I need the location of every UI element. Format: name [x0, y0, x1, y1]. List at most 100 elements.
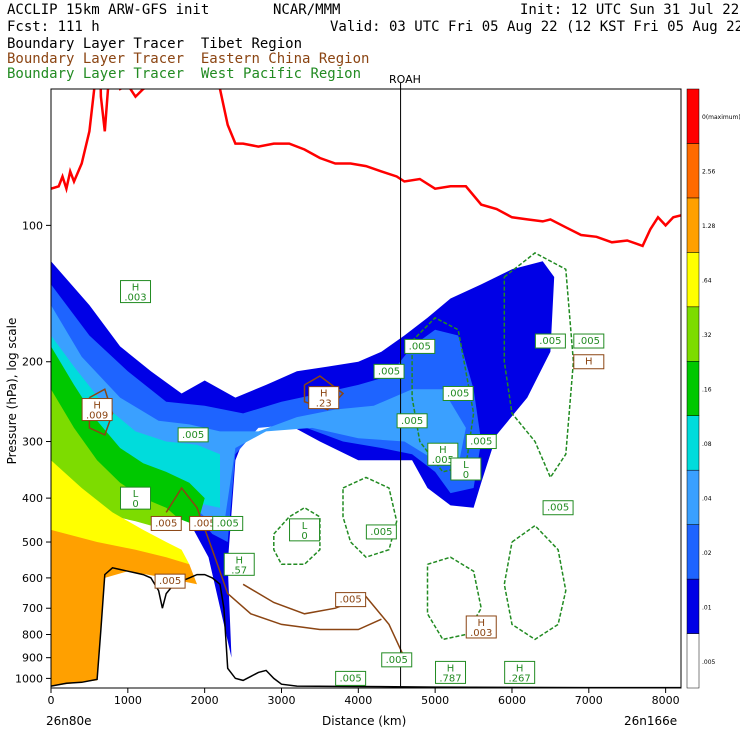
colorbar-swatch	[686, 306, 700, 362]
y-tick-label: 500	[22, 536, 43, 549]
x-tick-label: 8000	[652, 694, 680, 707]
contour-label-7: H.57	[223, 552, 255, 576]
colorbar-swatch	[686, 361, 700, 416]
x-tick-label: 3000	[267, 694, 295, 707]
eastern-china-contour-0	[165, 486, 382, 631]
contour-label-16: .005	[573, 333, 605, 349]
contour-label-27: H.267	[504, 660, 536, 684]
contour-label-20: L0	[450, 457, 482, 481]
contour-label-0: H.003	[120, 280, 152, 304]
contour-label-26: H.787	[435, 660, 467, 684]
y-axis-label: Pressure (hPa), log scale	[5, 317, 19, 465]
contour-label-box	[154, 573, 186, 589]
forecast-hour: Fcst: 111 h	[7, 19, 100, 35]
colorbar-swatch	[686, 578, 700, 634]
y-tick-label: 300	[22, 436, 43, 449]
x-axis-label: Distance (km)	[322, 714, 407, 728]
y-axis-ticks: 100 200 300 400 500 600 700 800 900 1000	[15, 219, 51, 685]
x-axis-ticks: 0 1000 2000 3000 4000 5000 6000 7000 8000	[48, 688, 680, 707]
contour-label-text: H	[235, 555, 243, 566]
x-tick-label: 2000	[191, 694, 219, 707]
contour-labels: H.003H.009.005L0.005.005.005H.57.005H.23…	[81, 280, 605, 686]
contour-label-box	[504, 660, 536, 684]
colorbar-swatch	[686, 88, 700, 144]
contour-label-box	[289, 518, 321, 542]
x-tick-label: 0	[48, 694, 55, 707]
contour-label-box	[212, 515, 244, 531]
contour-label-text: .009	[86, 411, 108, 422]
contour-label-1: H.009	[81, 398, 113, 422]
contour-label-text: .57	[231, 565, 247, 576]
contour-label-text: 0	[301, 531, 307, 542]
contour-label-text: .005	[386, 655, 408, 666]
contour-label-box	[150, 515, 182, 531]
contour-label-11: .005	[404, 338, 436, 354]
contour-label-box	[120, 486, 152, 510]
contour-label-text: .005	[340, 595, 362, 606]
colorbar-swatch	[686, 252, 700, 308]
contour-label-box	[365, 524, 397, 540]
x-tick-label: 5000	[421, 694, 449, 707]
contour-label-text: L	[463, 460, 469, 471]
colorbar-level-label: .04	[702, 495, 712, 502]
colorbar-level-label: .02	[702, 550, 712, 557]
west-pacific-contour-3	[503, 524, 567, 641]
tracer-band-3	[51, 335, 220, 508]
contour-label-21: L0	[289, 518, 321, 542]
x-tick-label: 1000	[114, 694, 142, 707]
x-tick-label: 7000	[575, 694, 603, 707]
tracer-band-7	[51, 529, 197, 687]
legend-tibet: Boundary Layer Tracer Tibet Region	[7, 36, 303, 52]
y-tick-label: 400	[22, 492, 43, 505]
contour-label-box	[435, 660, 467, 684]
colorbar-level-label: .08	[702, 441, 712, 448]
colorbar-level-label: .16	[702, 387, 712, 394]
contour-label-box	[404, 338, 436, 354]
contour-label-24: H.003	[465, 615, 497, 639]
contour-label-text: L	[302, 521, 308, 532]
contour-label-text: .005	[470, 437, 492, 448]
contour-label-text: .003	[124, 293, 146, 304]
center-name: NCAR/MMM	[273, 2, 341, 18]
x-tick-label: 4000	[344, 694, 372, 707]
contour-label-text: 0	[132, 499, 138, 510]
colorbar-swatch	[686, 143, 700, 199]
contour-label-box	[335, 670, 367, 686]
contour-label-14: .005	[465, 434, 497, 450]
colorbar-level-label: 0(maximum)	[702, 114, 740, 121]
tropopause-path	[51, 89, 681, 248]
colorbar-level-label: .32	[702, 332, 712, 339]
contour-label-text: .23	[316, 399, 332, 410]
contour-label-box	[465, 615, 497, 639]
contour-label-text: .787	[439, 673, 461, 684]
contour-label-13: .005	[396, 413, 428, 429]
terrain-path	[51, 566, 681, 688]
contour-label-text: .003	[470, 628, 492, 639]
contour-label-2: .005	[177, 427, 209, 443]
contour-label-4: .005	[150, 515, 182, 531]
contour-label-6: .005	[212, 515, 244, 531]
contour-label-15: .005	[534, 333, 566, 349]
y-tick-label: 700	[22, 602, 43, 615]
legend-west-pacific: Boundary Layer Tracer West Pacific Regio…	[7, 66, 362, 82]
contour-label-23: .005	[335, 592, 367, 608]
eastern-china-contour-2	[88, 388, 114, 436]
contour-label-text: H	[320, 389, 328, 400]
colorbar-level-label: 1.28	[702, 223, 716, 230]
x-tick-label: 6000	[498, 694, 526, 707]
contour-label-text: H	[585, 357, 593, 368]
tropopause-line	[51, 89, 681, 248]
y-tick-label: 900	[22, 652, 43, 665]
contour-label-text: .267	[509, 673, 531, 684]
contour-label-text: L	[133, 489, 139, 500]
colorbar-level-label: 2.56	[702, 169, 716, 176]
roah-label: ROAH	[389, 73, 421, 86]
contour-label-text: .005	[155, 518, 177, 529]
contour-label-3: L0	[120, 486, 152, 510]
contour-label-10: .005	[373, 363, 405, 379]
end-location: 26n166e	[624, 714, 678, 728]
contour-label-9: H.23	[308, 386, 340, 410]
contour-label-text: .005	[539, 336, 561, 347]
start-location: 26n80e	[46, 714, 92, 728]
contour-label-text: .005	[447, 388, 469, 399]
